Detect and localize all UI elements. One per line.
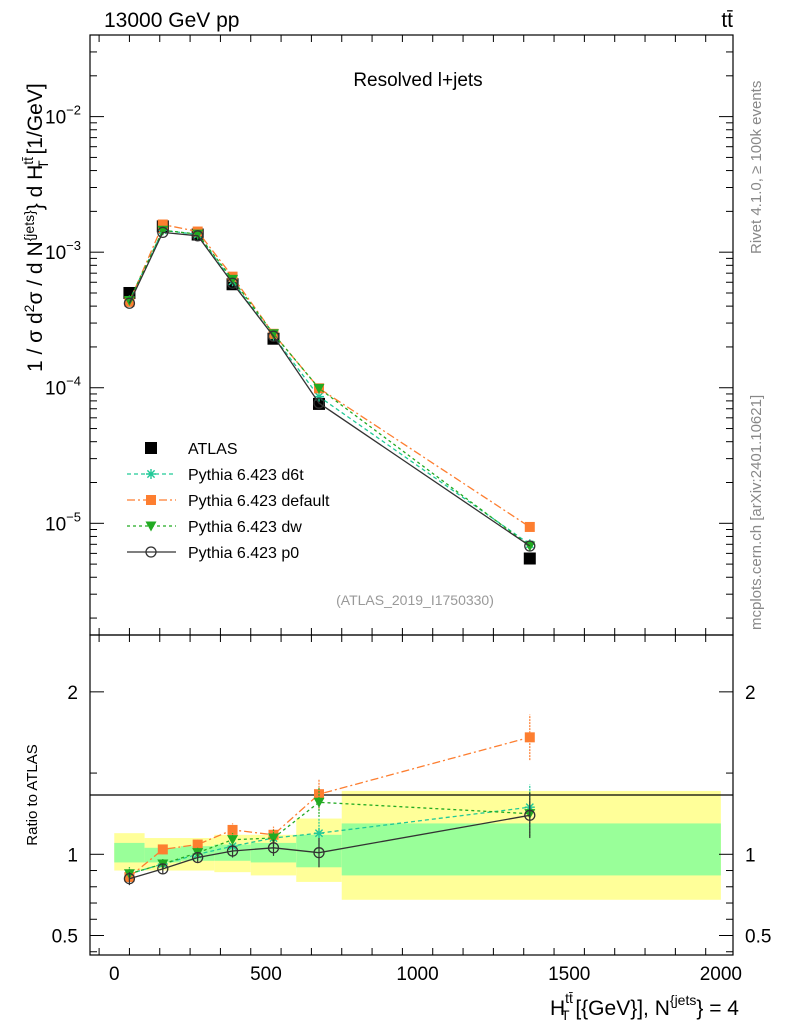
rivet-label: Rivet 4.1.0, ≥ 100k events (748, 81, 765, 254)
source-label: mcplots.cern.ch [arXiv:2401.10621] (748, 395, 765, 630)
ratio-y-tick-label-left: 2 (67, 683, 78, 704)
data-point (524, 521, 535, 532)
watermark: (ATLAS_2019_I1750330) (336, 592, 494, 608)
x-tick-label: 1000 (396, 964, 438, 985)
legend-entry-pythia-6-423-default: Pythia 6.423 default (127, 493, 330, 510)
data-point (524, 540, 536, 552)
legend-label: ATLAS (188, 441, 238, 458)
series-pythia-6-423-p0 (123, 226, 536, 552)
legend-label: Pythia 6.423 dw (188, 519, 302, 536)
data-point (157, 219, 168, 230)
main-axis-ticks: 10−5 10−4 10−3 10−2 (45, 34, 733, 635)
x-tick-label: 2000 (700, 964, 742, 985)
main-y-tick-label: 10−2 (45, 103, 81, 129)
uncertainty-band-inner (144, 847, 181, 863)
process-label: tt̄ (721, 9, 733, 32)
data-point (313, 383, 325, 394)
ratio-plot-frame (89, 634, 734, 956)
ratio-y-axis-label: Ratio to ATLAS (24, 744, 41, 845)
legend-entry-pythia-6-423-dw: Pythia 6.423 dw (127, 519, 302, 536)
ratio-point (157, 844, 168, 855)
series-pythia-6-423-default (124, 219, 535, 532)
ratio-point (123, 873, 136, 885)
legend: ATLAS Pythia 6.423 d6t Pythia 6.423 defaul… (127, 441, 330, 562)
legend-label: Pythia 6.423 default (188, 493, 330, 510)
series-pythia-6-423-dw (123, 225, 536, 552)
ratio-point (157, 863, 169, 875)
ratio-point (192, 851, 204, 864)
ratio-series-group (123, 714, 536, 886)
data-point (192, 230, 204, 242)
main-y-tick-label: 10−3 (45, 238, 81, 264)
series-line (128, 231, 531, 547)
ratio-point (227, 835, 239, 846)
data-point (313, 391, 324, 402)
uncertainty-band-inner (341, 823, 721, 876)
legend-entry-pythia-6-423-p0: Pythia 6.423 p0 (127, 545, 299, 562)
legend-marker (146, 495, 156, 505)
ratio-point (524, 809, 536, 821)
ratio-point (524, 732, 535, 743)
data-point (226, 277, 239, 289)
energy-label: 13000 GeV pp (104, 9, 239, 32)
x-axis-label: Htt̄ T [{GeV}], N{jets} = 4 (550, 990, 739, 1023)
ratio-point (313, 847, 325, 859)
ratio-point (267, 833, 279, 844)
ratio-y-tick-label-right: 1 (745, 845, 756, 866)
main-title: Resolved l+jets (353, 70, 482, 91)
main-y-tick-label: 10−4 (45, 374, 81, 400)
legend-entry-pythia-6-423-d6t: Pythia 6.423 d6t (127, 467, 304, 484)
ratio-series-pythia-6-423-p0 (123, 792, 536, 886)
ratio-point (192, 839, 203, 850)
series-atlas (123, 220, 536, 565)
legend-marker (146, 469, 156, 479)
data-point (227, 274, 239, 285)
data-point (267, 330, 280, 342)
legend-marker (145, 546, 157, 558)
ratio-point (313, 828, 324, 839)
x-tick-label: 500 (250, 964, 282, 985)
ratio-y-tick-label-right: 2 (745, 683, 756, 704)
uncertainty-band-inner (114, 842, 145, 863)
x-tick-label: 0 (109, 964, 120, 985)
legend-label: Pythia 6.423 p0 (188, 545, 299, 562)
legend-marker (145, 521, 157, 532)
main-y-tick-label: 10−5 (45, 509, 81, 535)
legend-label: Pythia 6.423 d6t (188, 467, 304, 484)
series-pythia-6-423-d6t (124, 225, 535, 550)
ratio-y-tick-label-right: 0.5 (745, 927, 771, 948)
ratio-point (267, 842, 280, 854)
main-series-group (123, 219, 536, 565)
ratio-axis-ticks: 0.5 0.5 1 1 2 2 0 500 1000 1500 2000 (52, 635, 771, 985)
legend-entry-atlas: ATLAS (145, 441, 238, 458)
main-plot-frame (89, 34, 734, 636)
ratio-y-tick-label-left: 1 (67, 845, 78, 866)
ratio-y-tick-label-left: 0.5 (52, 927, 78, 948)
ratio-point (227, 824, 238, 835)
main-y-axis-label: 1 / σ d2σ / d N{jets}} d Htt̄T [1/GeV] (20, 83, 51, 372)
data-point (157, 226, 169, 239)
data-point (123, 297, 136, 309)
ratio-panel: 0.5 0.5 1 1 2 2 0 500 1000 1500 2000 Ratio to ATLA… (24, 634, 771, 1023)
ratio-point (313, 797, 325, 808)
x-tick-label: 1500 (548, 964, 590, 985)
data-point (313, 397, 325, 409)
main-panel: Resolved l+jets (ATLAS_2019_I1750330) 10… (20, 34, 734, 636)
legend-marker (145, 442, 157, 454)
data-point (523, 552, 536, 565)
ratio-point (226, 845, 239, 857)
